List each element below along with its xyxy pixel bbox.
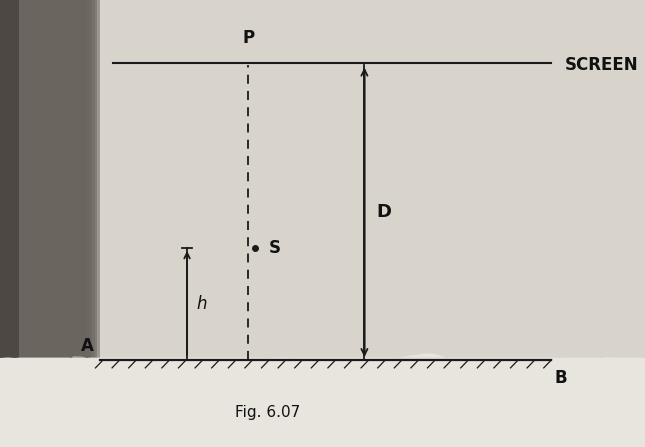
- Bar: [0, 0, 70, 358]
- Bar: [0, 0, 17, 358]
- Text: S: S: [269, 239, 281, 257]
- Bar: [0, 0, 60, 358]
- Bar: [0, 0, 90, 358]
- Bar: [0, 0, 40, 358]
- Bar: [0, 0, 15, 358]
- Bar: [0, 0, 65, 358]
- Bar: [0, 0, 50, 358]
- Bar: [0, 0, 83, 358]
- Bar: [0, 0, 85, 358]
- Bar: [0, 0, 52, 358]
- Bar: [0, 0, 77, 358]
- Bar: [0, 0, 57, 358]
- Text: D: D: [376, 203, 391, 221]
- Bar: [0, 0, 95, 358]
- Bar: [0, 0, 10, 358]
- Bar: [0, 0, 100, 358]
- Bar: [0, 0, 80, 358]
- Bar: [0, 0, 55, 358]
- Bar: [0, 0, 68, 358]
- Bar: [0, 0, 12, 358]
- Bar: [0, 0, 45, 358]
- Bar: [0, 0, 92, 358]
- Bar: [0, 358, 645, 447]
- Text: Fig. 6.07: Fig. 6.07: [235, 405, 301, 420]
- Bar: [0, 0, 5, 358]
- Bar: [0, 0, 72, 358]
- Bar: [0, 0, 32, 358]
- Bar: [0, 0, 20, 358]
- Text: A: A: [81, 337, 94, 355]
- Bar: [0, 0, 28, 358]
- Bar: [0, 0, 43, 358]
- Bar: [0, 0, 25, 358]
- Bar: [0, 0, 30, 358]
- Bar: [0, 0, 23, 358]
- Bar: [0, 0, 35, 358]
- Bar: [0, 0, 97, 358]
- Bar: [0, 0, 63, 358]
- Bar: [0, 0, 37, 358]
- Bar: [0, 0, 3, 358]
- Text: P: P: [243, 29, 254, 47]
- Text: SCREEN: SCREEN: [564, 56, 638, 74]
- Bar: [0, 0, 88, 358]
- Bar: [0, 0, 75, 358]
- Bar: [0, 0, 19, 358]
- Bar: [0, 0, 48, 358]
- Text: B: B: [555, 369, 568, 387]
- Text: h: h: [197, 295, 207, 313]
- Bar: [0, 0, 8, 358]
